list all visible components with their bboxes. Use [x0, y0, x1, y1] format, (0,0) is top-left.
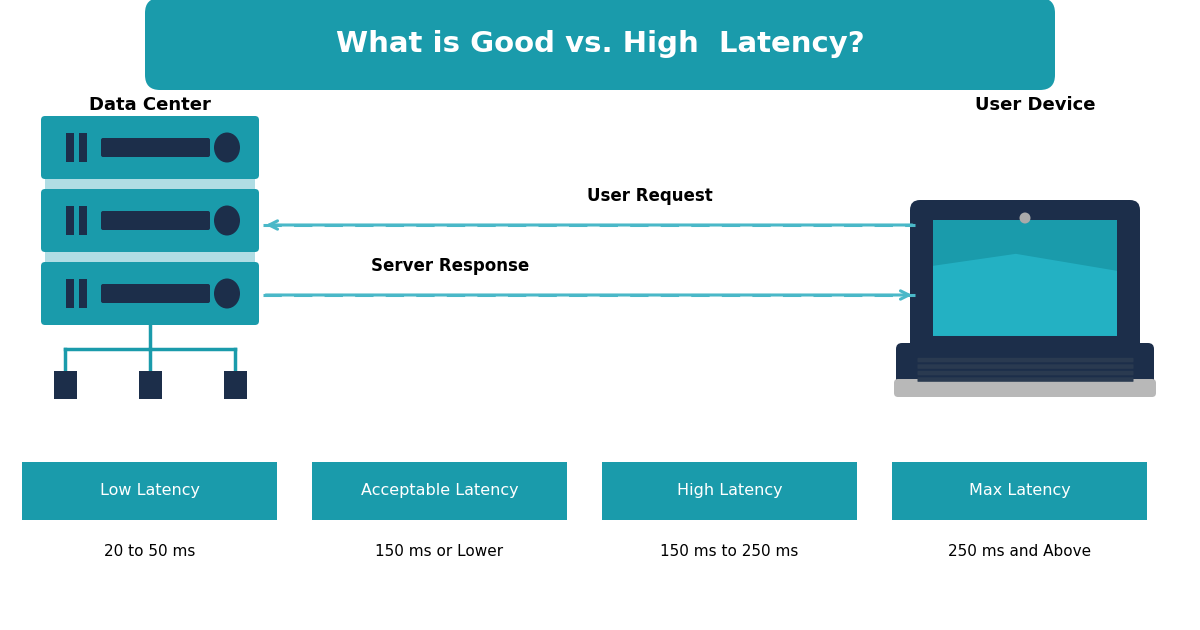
FancyBboxPatch shape: [46, 248, 256, 266]
Text: Low Latency: Low Latency: [100, 483, 199, 498]
Text: High Latency: High Latency: [677, 483, 782, 498]
FancyBboxPatch shape: [918, 364, 1134, 369]
Text: Data Center: Data Center: [89, 96, 211, 114]
FancyBboxPatch shape: [41, 262, 259, 325]
FancyBboxPatch shape: [223, 371, 246, 399]
FancyBboxPatch shape: [22, 462, 277, 520]
FancyBboxPatch shape: [894, 379, 1156, 397]
Text: User Request: User Request: [587, 187, 713, 205]
FancyBboxPatch shape: [918, 377, 1134, 382]
FancyBboxPatch shape: [602, 462, 857, 520]
FancyBboxPatch shape: [66, 206, 74, 235]
FancyBboxPatch shape: [918, 358, 1134, 362]
FancyBboxPatch shape: [101, 284, 210, 303]
Text: 150 ms to 250 ms: 150 ms to 250 ms: [660, 544, 799, 559]
Text: What is Good vs. High  Latency?: What is Good vs. High Latency?: [336, 30, 864, 57]
FancyBboxPatch shape: [41, 189, 259, 252]
FancyBboxPatch shape: [934, 220, 1117, 336]
Text: User Device: User Device: [974, 96, 1096, 114]
FancyBboxPatch shape: [54, 371, 77, 399]
FancyBboxPatch shape: [934, 342, 1116, 353]
FancyBboxPatch shape: [145, 0, 1055, 90]
FancyBboxPatch shape: [101, 211, 210, 230]
FancyBboxPatch shape: [101, 138, 210, 157]
Polygon shape: [934, 254, 1117, 336]
FancyBboxPatch shape: [79, 206, 88, 235]
FancyBboxPatch shape: [918, 371, 1134, 375]
FancyBboxPatch shape: [896, 343, 1154, 393]
FancyBboxPatch shape: [66, 279, 74, 308]
FancyBboxPatch shape: [66, 133, 74, 162]
FancyBboxPatch shape: [910, 200, 1140, 355]
Text: Acceptable Latency: Acceptable Latency: [361, 483, 518, 498]
FancyBboxPatch shape: [312, 462, 568, 520]
FancyBboxPatch shape: [46, 175, 256, 193]
Ellipse shape: [214, 205, 240, 236]
FancyBboxPatch shape: [79, 279, 88, 308]
Text: Server Response: Server Response: [371, 257, 529, 275]
Ellipse shape: [214, 278, 240, 309]
FancyBboxPatch shape: [892, 462, 1147, 520]
Text: 20 to 50 ms: 20 to 50 ms: [104, 544, 196, 559]
Text: Max Latency: Max Latency: [968, 483, 1070, 498]
FancyBboxPatch shape: [41, 116, 259, 179]
FancyBboxPatch shape: [138, 371, 162, 399]
Text: 250 ms and Above: 250 ms and Above: [948, 544, 1091, 559]
Text: 150 ms or Lower: 150 ms or Lower: [376, 544, 504, 559]
Ellipse shape: [214, 132, 240, 163]
FancyBboxPatch shape: [79, 133, 88, 162]
Circle shape: [1020, 212, 1031, 224]
